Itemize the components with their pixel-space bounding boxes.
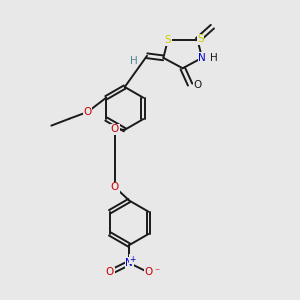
Text: N: N [125, 258, 133, 268]
Text: O: O [194, 80, 202, 90]
Text: S: S [164, 35, 171, 45]
Text: O: O [106, 268, 114, 278]
Text: H: H [210, 53, 218, 63]
Text: +: + [130, 255, 136, 264]
Text: O: O [111, 182, 119, 192]
Text: O: O [83, 107, 92, 117]
Text: ⁻: ⁻ [154, 268, 159, 278]
Text: O: O [111, 124, 119, 134]
Text: S: S [197, 34, 204, 44]
Text: N: N [198, 53, 206, 63]
Text: O: O [144, 268, 153, 278]
Text: H: H [130, 56, 137, 66]
